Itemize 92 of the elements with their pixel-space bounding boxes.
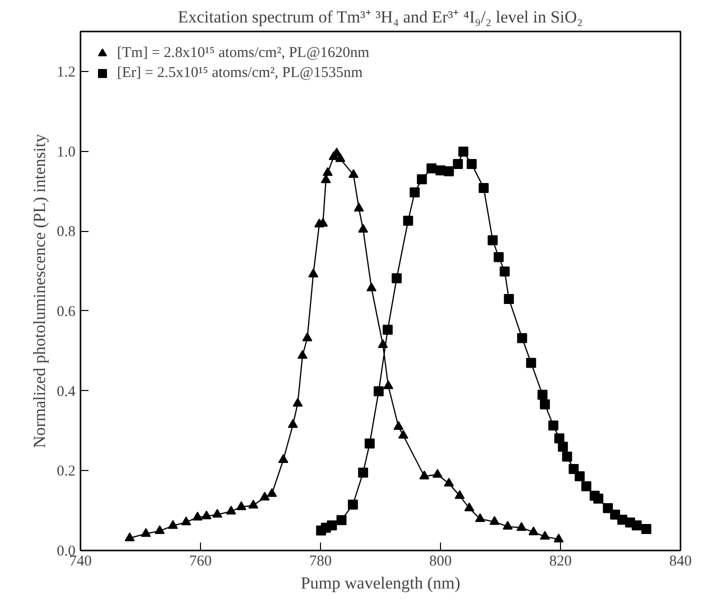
x-tick-label: 820: [549, 554, 572, 570]
x-tick-label: 760: [189, 554, 212, 570]
point: [558, 442, 568, 452]
point: [358, 468, 368, 478]
point: [403, 216, 414, 226]
point: [466, 159, 477, 170]
point: [335, 153, 346, 162]
point: [500, 266, 510, 276]
point: [528, 526, 538, 536]
point: [326, 520, 337, 530]
point: [504, 294, 514, 304]
point: [475, 513, 486, 522]
point: [336, 515, 346, 526]
point: [394, 421, 404, 430]
point: [278, 454, 288, 463]
point: [452, 159, 463, 170]
y-tick-label: 0.4: [56, 384, 76, 400]
point: [444, 478, 454, 487]
y-tick-label: 0.8: [56, 224, 76, 240]
point: [632, 520, 642, 530]
point: [364, 438, 375, 449]
legend-label: [Er] = 2.5x10¹⁵ atoms/cm², PL@1535nm: [117, 64, 363, 82]
point: [574, 471, 585, 482]
point: [140, 528, 151, 537]
point: [358, 224, 368, 233]
point: [383, 380, 394, 390]
point: [419, 470, 430, 480]
point: [410, 187, 420, 198]
point: [308, 268, 318, 278]
point: [202, 510, 212, 520]
point: [464, 502, 474, 512]
point: [494, 252, 504, 262]
point: [366, 282, 376, 292]
y-tick-label: 1.0: [56, 144, 76, 160]
point: [426, 163, 436, 174]
y-tick-label: 1.2: [56, 64, 76, 80]
y-tick-label: 0.6: [56, 304, 76, 320]
point: [292, 398, 303, 407]
point: [348, 500, 358, 510]
point: [538, 390, 548, 400]
point: [526, 358, 536, 368]
y-axis-title: Normalized photoluminescence (PL) intensity: [30, 134, 49, 448]
point: [302, 332, 312, 342]
point: [593, 494, 604, 504]
point: [266, 488, 277, 497]
point: [398, 430, 408, 439]
point: [226, 506, 236, 514]
point: [320, 174, 331, 184]
point: [382, 324, 393, 335]
point: [502, 520, 513, 530]
x-axis-title: Pump wavelength (nm): [300, 574, 460, 592]
point: [288, 419, 298, 428]
point: [298, 350, 308, 359]
point: [236, 501, 246, 510]
x-tick-label: 840: [669, 554, 692, 570]
point: [554, 534, 564, 542]
point: [488, 235, 498, 246]
point: [192, 512, 202, 520]
point: [260, 492, 270, 500]
point: [212, 508, 222, 518]
point: [478, 183, 489, 193]
point: [562, 452, 572, 462]
point: [124, 532, 135, 542]
point: [432, 468, 442, 478]
point: [248, 500, 258, 508]
point: [548, 420, 558, 431]
x-tick-label: 800: [429, 554, 452, 570]
point: [581, 481, 592, 492]
point: [354, 202, 364, 212]
point: [392, 273, 402, 284]
legend-label: [Tm] = 2.8x10¹⁵ atoms/cm², PL@1620nm: [117, 44, 370, 62]
point: [181, 516, 192, 526]
point: [154, 525, 165, 534]
point: [602, 503, 613, 514]
point: [444, 166, 454, 176]
point: [378, 339, 388, 348]
point: [516, 522, 526, 531]
point: [168, 520, 178, 529]
point: [458, 146, 468, 157]
point: [454, 490, 465, 499]
point: [416, 174, 427, 184]
point: [490, 516, 500, 525]
y-tick-label: 0.2: [56, 464, 76, 480]
point: [348, 169, 358, 178]
point: [322, 167, 333, 176]
point: [540, 530, 550, 540]
point: [540, 399, 550, 410]
x-tick-label: 780: [309, 554, 332, 570]
point: [517, 333, 528, 344]
point: [374, 386, 384, 396]
chart-title: Excitation spectrum of Tm³⁺ ³H₄ and Er³⁺ ⁴I₉/₂ level in SiO₂: [178, 8, 583, 26]
point: [641, 524, 652, 534]
